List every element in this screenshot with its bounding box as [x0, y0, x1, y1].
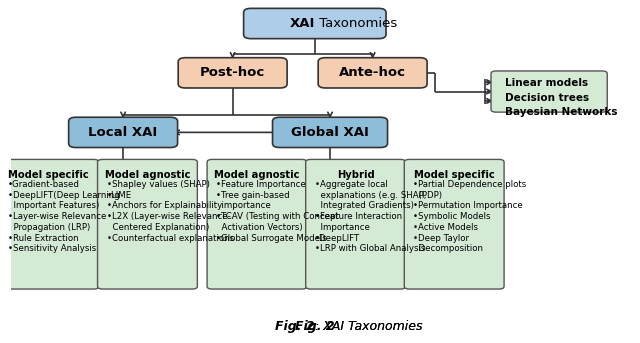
- FancyBboxPatch shape: [0, 159, 99, 289]
- Text: Ante-hoc: Ante-hoc: [339, 66, 406, 79]
- FancyBboxPatch shape: [68, 117, 177, 147]
- Text: XAI: XAI: [289, 17, 315, 30]
- Text: Local XAI: Local XAI: [88, 126, 157, 139]
- Text: Model agnostic: Model agnostic: [214, 170, 300, 180]
- Text: : XAI Taxonomies: : XAI Taxonomies: [315, 320, 422, 333]
- FancyBboxPatch shape: [207, 159, 307, 289]
- Text: Model specific: Model specific: [8, 170, 89, 180]
- Text: •Partial Dependence plots
  (PDP)
•Permutation Importance
•Symbolic Models
•Acti: •Partial Dependence plots (PDP) •Permuta…: [413, 180, 527, 253]
- Text: Hybrid: Hybrid: [337, 170, 374, 180]
- Text: Model specific: Model specific: [414, 170, 495, 180]
- Text: •Gradient-based
•DeepLIFT(Deep Learning
  Important Features)
•Layer-wise Releva: •Gradient-based •DeepLIFT(Deep Learning …: [8, 180, 120, 253]
- FancyBboxPatch shape: [404, 159, 504, 289]
- FancyBboxPatch shape: [244, 8, 386, 39]
- FancyBboxPatch shape: [318, 58, 427, 88]
- Text: Taxonomies: Taxonomies: [315, 17, 397, 30]
- Text: •Aggregate local
  explanations (e.g. SHAP,
  Integrated Gradients)
•Feature Int: •Aggregate local explanations (e.g. SHAP…: [315, 180, 426, 253]
- Text: Linear models
Decision trees
Bayesian Networks: Linear models Decision trees Bayesian Ne…: [505, 78, 618, 117]
- Text: Post-hoc: Post-hoc: [200, 66, 265, 79]
- FancyBboxPatch shape: [491, 71, 607, 112]
- Text: Model agnostic: Model agnostic: [105, 170, 190, 180]
- Text: : XAI Taxonomies: : XAI Taxonomies: [316, 320, 423, 333]
- FancyBboxPatch shape: [97, 159, 197, 289]
- FancyBboxPatch shape: [273, 117, 388, 147]
- FancyBboxPatch shape: [178, 58, 287, 88]
- Text: •Feature Importance
•Tree gain-based
  importance
•TCAV (Testing with Concept
  : •Feature Importance •Tree gain-based imp…: [216, 180, 339, 243]
- Text: Global XAI: Global XAI: [291, 126, 369, 139]
- Text: Fig. 2: Fig. 2: [295, 320, 335, 333]
- Text: •Shapley values (SHAP)
•LIME
•Anchors for Explainability
•L2X (Layer-wise Releva: •Shapley values (SHAP) •LIME •Anchors fo…: [107, 180, 234, 243]
- Text: Fig. 2: Fig. 2: [275, 320, 315, 333]
- FancyBboxPatch shape: [306, 159, 406, 289]
- Text: Fig. 2: XAI Taxonomies: Fig. 2: XAI Taxonomies: [244, 320, 386, 333]
